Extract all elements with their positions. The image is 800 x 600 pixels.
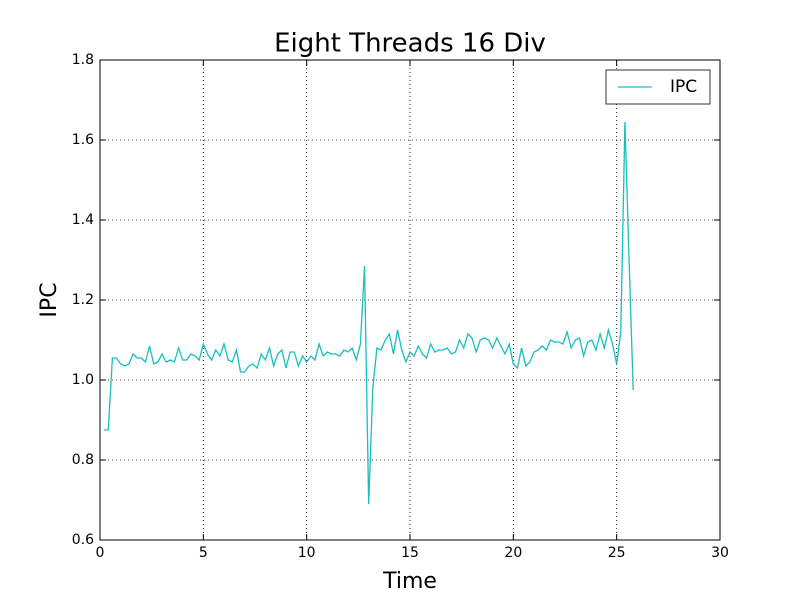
x-tick-label: 10 [298, 545, 316, 561]
y-tick-label: 1.2 [72, 292, 94, 308]
x-tick-label: 30 [711, 545, 729, 561]
y-tick-label: 0.8 [72, 452, 94, 468]
y-tick-label: 1.6 [72, 132, 94, 148]
x-tick-label: 0 [96, 545, 105, 561]
y-tick-label: 1.8 [72, 52, 94, 68]
x-tick-label: 15 [401, 545, 419, 561]
x-tick-label: 25 [608, 545, 626, 561]
x-tick-label: 5 [199, 545, 208, 561]
data-line [104, 121, 634, 505]
legend-label: IPC [670, 77, 697, 97]
chart-title: Eight Threads 16 Div [274, 29, 546, 59]
y-tick-label: 0.6 [72, 532, 94, 548]
x-axis-label: Time [382, 569, 437, 594]
x-tick-label: 20 [504, 545, 522, 561]
y-tick-label: 1.4 [72, 212, 94, 228]
y-tick-label: 1.0 [72, 372, 94, 388]
y-axis-label: IPC [37, 282, 62, 317]
plot-frame [99, 59, 721, 541]
